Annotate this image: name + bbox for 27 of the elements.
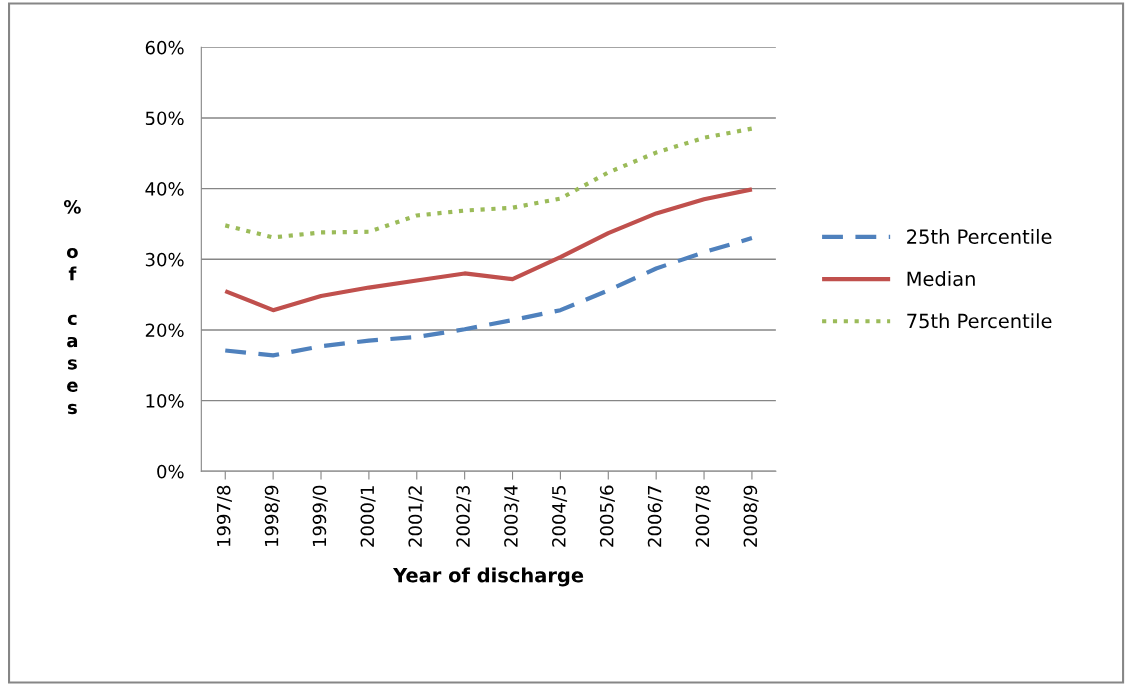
x-tick-label: 2001/2	[408, 486, 424, 547]
x-tick-label: 2003/4	[504, 485, 520, 547]
y-tick-label: 50%	[145, 111, 184, 126]
y-tick-label: 60%	[145, 40, 184, 55]
y-tick-label: 30%	[145, 252, 184, 267]
line-series	[223, 187, 755, 313]
x-tick-label: 2008/9	[743, 485, 759, 547]
y-tick-label: 40%	[145, 182, 184, 196]
y-tick-label: 10%	[146, 394, 184, 408]
legend-label: 75th Percentile	[907, 313, 1052, 329]
legend-label: Median	[907, 271, 975, 287]
y-tick-label: 20%	[145, 323, 184, 338]
x-tick-label: 1998/9	[264, 485, 280, 547]
x-tick-label: 2006/7	[647, 486, 663, 547]
text: % of cases	[63, 200, 81, 415]
x-tick-label: 2007/8	[695, 485, 711, 547]
line-series	[223, 126, 755, 240]
legend-label: 25th Percentile	[907, 228, 1052, 244]
x-axis-title: Year of discharge	[392, 567, 584, 587]
x-tick-label: 2005/6	[599, 485, 615, 547]
y-tick-label: 0%	[157, 464, 184, 479]
x-tick-label: 1997/8	[216, 485, 232, 547]
x-tick-label: 2004/5	[551, 486, 568, 547]
x-tick-label: 2000/1	[360, 486, 376, 547]
line-series	[223, 236, 755, 358]
x-tick-label: 2002/3	[456, 485, 472, 547]
x-tick-label: 1999/0	[312, 485, 328, 547]
